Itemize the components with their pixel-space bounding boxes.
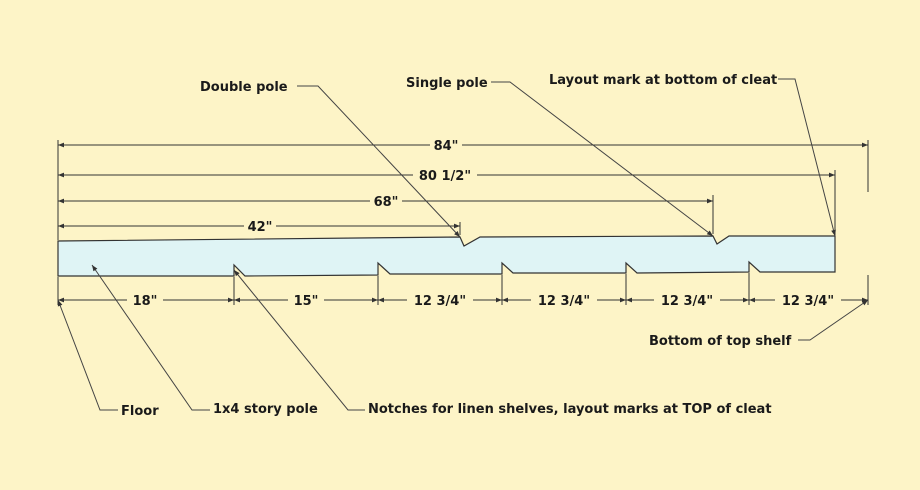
dim-label-12-3-4-b: 12 3/4"	[538, 294, 590, 309]
dim-label-18: 18"	[133, 294, 158, 309]
dim-label-68: 68"	[374, 195, 399, 210]
dim-label-80-1-2: 80 1/2"	[419, 169, 471, 184]
bottom-dimension-lines: 18" 15" 12 3/4" 12 3/4" 12 3/4" 12 3/4"	[58, 291, 868, 309]
leader-double-pole	[297, 85, 461, 238]
label-bottom-top-shelf: Bottom of top shelf	[649, 334, 792, 349]
dim-label-12-3-4-a: 12 3/4"	[414, 294, 466, 309]
leader-floor	[57, 299, 118, 411]
dim-label-42: 42"	[248, 220, 273, 235]
story-pole-board	[57, 235, 836, 277]
dim-label-12-3-4-d: 12 3/4"	[782, 294, 834, 309]
label-notches: Notches for linen shelves, layout marks …	[368, 402, 772, 417]
leader-single-pole	[491, 81, 714, 237]
label-single-pole: Single pole	[406, 76, 488, 91]
dim-label-12-3-4-c: 12 3/4"	[661, 294, 713, 309]
label-double-pole: Double pole	[200, 80, 288, 95]
dim-label-15: 15"	[294, 294, 319, 309]
dim-label-84: 84"	[434, 139, 459, 154]
callout-leaders	[57, 78, 869, 411]
leader-layout-mark	[778, 78, 836, 237]
label-story-pole: 1x4 story pole	[213, 402, 318, 417]
leader-bottom-top-shelf	[798, 299, 869, 341]
callout-labels: Double pole Single pole Layout mark at b…	[121, 73, 792, 419]
leader-notches	[233, 269, 365, 411]
leader-story-pole	[91, 264, 210, 411]
label-layout-mark: Layout mark at bottom of cleat	[549, 73, 777, 88]
extension-lines	[57, 140, 869, 305]
top-dimension-lines: 84" 80 1/2" 68" 42"	[58, 136, 868, 235]
label-floor: Floor	[121, 404, 159, 419]
